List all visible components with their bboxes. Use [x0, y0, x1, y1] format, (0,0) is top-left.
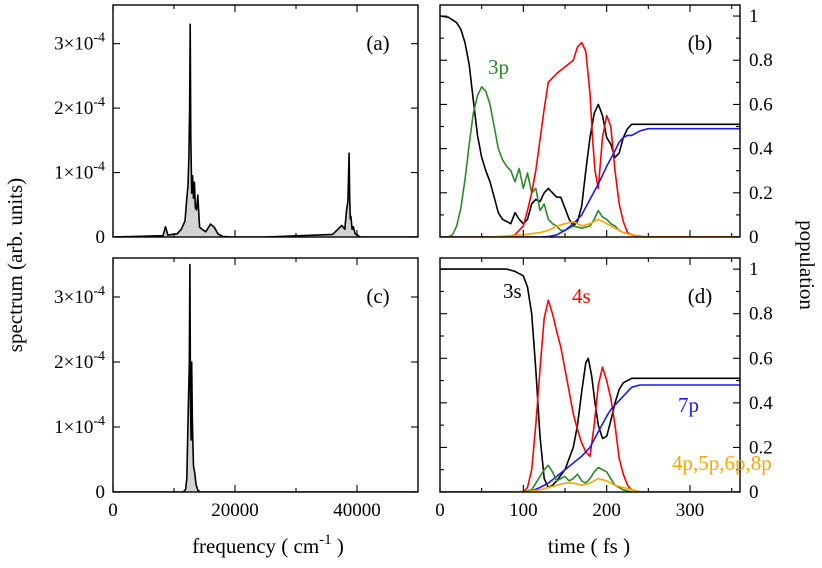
y-tick-label-d-4: 0.8: [749, 304, 773, 325]
y-tick-label-c-1: 1×10-4: [54, 414, 105, 438]
left-y-axis-label: spectrum (arb. units): [3, 178, 27, 352]
panel-label-c: (c): [366, 284, 389, 308]
y-tick-label-b-3: 0.6: [749, 94, 773, 115]
x-tick-label-d-3: 300: [676, 500, 705, 521]
plot-area-a: [113, 23, 418, 237]
plot-area-d: [440, 268, 740, 492]
panel-b: (b) 0 0.2 0.4 0.6 0.8 1 3p: [439, 4, 773, 248]
series-line-d-4p-5p-6p-8p: [440, 477, 740, 492]
y-tick-label-d-2: 0.4: [749, 393, 773, 414]
series-line-a-series-0: [113, 23, 418, 237]
series-line-d-series-3: [440, 464, 740, 492]
series-label-d-1: 4s: [572, 284, 591, 308]
y-tick-label-a-2: 2×10-4: [54, 95, 105, 119]
panel-label-b: (b): [688, 31, 713, 55]
y-tick-label-b-4: 0.8: [749, 50, 773, 71]
x-tick-label-d-2: 200: [592, 500, 621, 521]
right-y-axis-label: population: [795, 220, 819, 310]
series-fill-a-series-0: [113, 24, 418, 237]
panel-d: (d) 0 0.2 0.4 0.6 0.8 1 0 100 200 300 3s 4s 7p 4p,5p,6…: [435, 257, 773, 521]
series-label-d-2: 7p: [678, 393, 699, 417]
y-tick-label-b-2: 0.4: [749, 139, 773, 160]
series-line-b-series-4: [440, 218, 740, 237]
y-tick-label-d-3: 0.6: [749, 348, 773, 369]
series-line-d-7p: [440, 384, 740, 492]
x-tick-label-c-1: 20000: [211, 500, 259, 521]
y-tick-label-d-5: 1: [749, 259, 759, 280]
y-tick-label-c-2: 2×10-4: [54, 349, 105, 373]
plot-frame-d: [439, 257, 741, 493]
plot-frame-c: [112, 257, 419, 493]
x-tick-label-c-0: 0: [108, 500, 118, 521]
x-tick-label-c-2: 40000: [333, 500, 381, 521]
series-label-d-4: 4p,5p,6p,8p: [672, 451, 772, 475]
series-label-b-1: 3p: [488, 55, 509, 79]
plot-area-b: [440, 15, 740, 237]
series-line-b-series-0: [440, 15, 740, 227]
y-tick-label-c-0: 0: [96, 482, 106, 503]
y-tick-label-a-1: 1×10-4: [54, 160, 105, 184]
y-tick-label-d-0: 0: [749, 482, 759, 503]
y-tick-label-b-0: 0: [749, 227, 759, 248]
series-line-b-3p: [440, 86, 740, 237]
series-line-c-series-0: [113, 263, 418, 492]
x-tick-label-d-0: 0: [435, 500, 445, 521]
y-tick-label-b-5: 1: [749, 6, 759, 27]
panel-label-a: (a): [366, 31, 389, 55]
plot-frame-a: [112, 4, 419, 238]
y-tick-label-d-1: 0.2: [749, 437, 773, 458]
x-axis-label-time: time ( fs ): [548, 534, 630, 558]
x-axis-label-frequency: frequency ( cm-1 ): [192, 532, 344, 558]
plot-area-c: [113, 263, 418, 492]
y-tick-label-a-3: 3×10-4: [54, 31, 105, 55]
series-line-d-3s: [440, 268, 740, 489]
series-fill-c-series-0: [113, 264, 418, 492]
series-line-b-series-2: [440, 41, 740, 237]
series-line-b-series-3: [440, 127, 740, 237]
panel-a: (a) 0 1×10-4 2×10-4 3×10-4: [54, 4, 419, 248]
panel-c: (c) 0 1×10-4 2×10-4 3×10-4 0 20000 40000: [54, 257, 419, 521]
series-label-d-0: 3s: [503, 279, 522, 303]
series-line-d-4s: [440, 299, 740, 492]
y-tick-label-c-3: 3×10-4: [54, 284, 105, 308]
x-tick-label-d-1: 100: [509, 500, 538, 521]
panel-label-d: (d): [688, 284, 713, 308]
y-tick-label-a-0: 0: [96, 227, 106, 248]
plot-frame-b: [439, 4, 741, 238]
y-tick-label-b-1: 0.2: [749, 183, 773, 204]
